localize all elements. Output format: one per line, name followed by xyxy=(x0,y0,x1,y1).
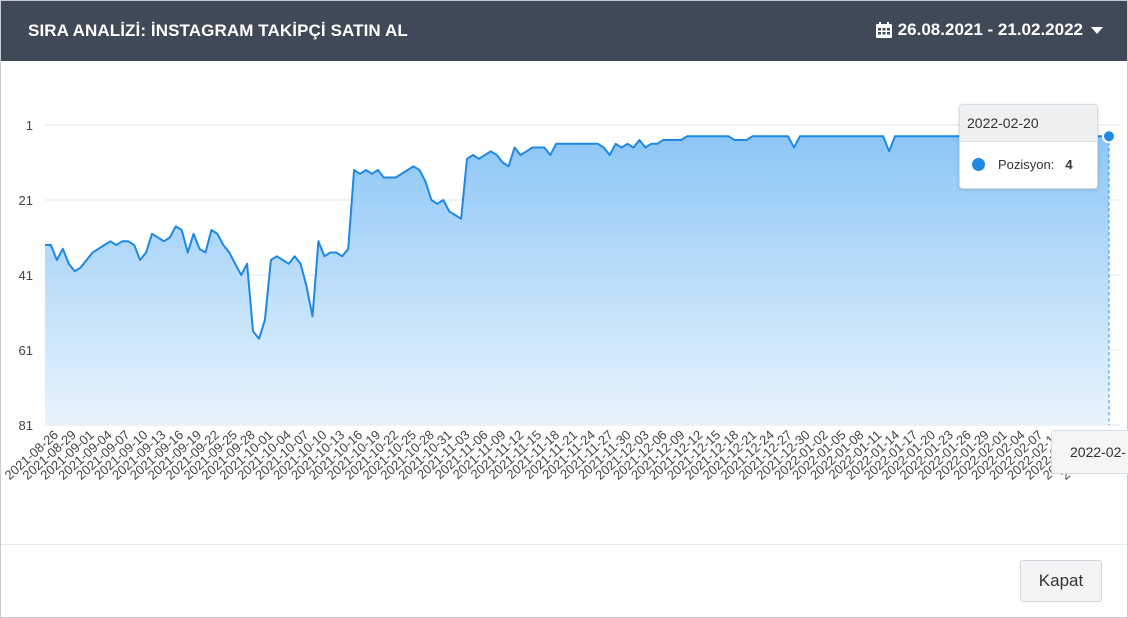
y-tick-label: 41 xyxy=(19,268,33,283)
tooltip-body: Pozisyon: 4 xyxy=(972,157,1073,172)
series-line xyxy=(45,135,1109,340)
tooltip-date: 2022-02-20 xyxy=(960,105,1097,142)
y-tick-label: 81 xyxy=(19,418,33,433)
tooltip-value: 4 xyxy=(1065,157,1073,172)
calendar-icon xyxy=(875,22,892,38)
caret-down-icon xyxy=(1091,26,1103,34)
series-area xyxy=(45,136,1109,426)
date-range-label: 26.08.2021 - 21.02.2022 xyxy=(897,20,1083,39)
tooltip-series-label: Pozisyon: xyxy=(998,157,1055,172)
chart-tooltip: 2022-02-20 Pozisyon: 4 xyxy=(959,104,1098,189)
position-chart: 1214161812021-08-262021-08-292021-09-012… xyxy=(2,118,1119,483)
series-dot-icon xyxy=(972,158,985,171)
modal-header: SIRA ANALİZİ: İNSTAGRAM TAKİPÇİ SATIN AL… xyxy=(1,1,1127,61)
y-tick-label: 21 xyxy=(19,193,33,208)
date-range-picker[interactable]: 26.08.2021 - 21.02.2022 xyxy=(875,20,1103,40)
crosshair-date-label: 2022-02- xyxy=(1051,430,1128,474)
footer-divider xyxy=(1,544,1127,545)
close-button[interactable]: Kapat xyxy=(1020,560,1102,602)
y-tick-label: 1 xyxy=(26,118,33,133)
hover-point xyxy=(1102,129,1116,144)
chart-area: 1 21 41 61 81 2021-08-26 2021-08-29 2021-09-01 2… xyxy=(1,62,1127,544)
page-title: SIRA ANALİZİ: İNSTAGRAM TAKİPÇİ SATIN AL xyxy=(28,21,408,40)
y-tick-label: 61 xyxy=(19,343,33,358)
